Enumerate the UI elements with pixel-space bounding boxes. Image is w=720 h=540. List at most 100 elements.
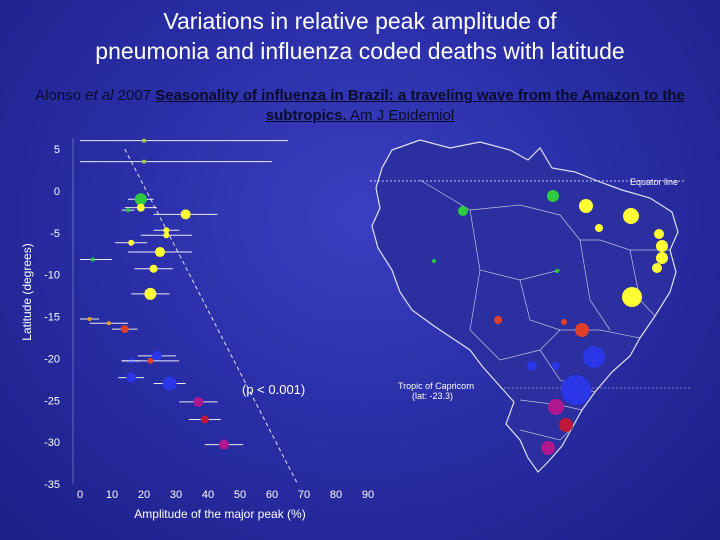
map-dot	[656, 240, 668, 252]
map-dot	[559, 418, 573, 432]
citation-authors: Alonso	[35, 87, 86, 104]
data-point	[115, 239, 148, 246]
y-tick-label: -5	[50, 228, 60, 240]
data-point	[118, 372, 144, 383]
data-point	[134, 264, 173, 273]
p-value-annotation: (p < 0.001)	[242, 382, 305, 397]
x-tick-label: 20	[138, 489, 150, 501]
x-tick-label: 90	[362, 489, 374, 501]
data-point	[128, 193, 154, 206]
data-point	[121, 357, 180, 364]
map-tropic-lat: (lat: -23.3)	[412, 391, 453, 401]
data-point	[188, 415, 221, 424]
data-point	[140, 232, 192, 239]
citation-etal: et al	[85, 87, 114, 104]
map-dot	[432, 259, 436, 263]
point-marker	[193, 396, 204, 407]
map-dot	[541, 441, 555, 455]
map-dot	[623, 208, 639, 224]
map-dot	[595, 224, 603, 232]
map-dot	[656, 252, 668, 264]
data-point	[137, 350, 176, 361]
map-dot	[561, 319, 567, 325]
x-tick-labels: 0 10 20 30 40 50 60 70 80 90	[77, 489, 374, 501]
point-marker	[147, 357, 154, 364]
y-tick-label: -20	[44, 353, 60, 365]
map-dot	[579, 199, 593, 213]
point-marker	[163, 232, 170, 239]
data-point	[89, 321, 128, 326]
x-tick-label: 10	[106, 489, 118, 501]
y-tick-label: 0	[54, 186, 60, 198]
map-equator-label: Equator line	[630, 177, 678, 187]
map-dot	[494, 316, 502, 324]
data-point	[112, 325, 138, 334]
x-tick-label: 40	[202, 489, 214, 501]
chart-title: Variations in relative peak amplitude of…	[0, 6, 720, 66]
point-marker	[219, 439, 229, 450]
data-point	[179, 396, 218, 407]
map-dot	[547, 190, 559, 202]
data-point	[124, 203, 157, 212]
point-marker	[87, 317, 92, 322]
point-marker	[200, 415, 209, 424]
data-point	[204, 439, 244, 450]
x-tick-label: 60	[266, 489, 278, 501]
data-points	[80, 138, 288, 450]
point-marker	[144, 287, 157, 300]
y-tick-label: -25	[44, 395, 60, 407]
point-marker	[136, 203, 145, 212]
point-marker	[151, 350, 162, 361]
point-marker	[180, 209, 191, 220]
data-point	[153, 376, 186, 391]
point-marker	[142, 159, 146, 164]
map-dot	[458, 206, 468, 216]
map-dot	[548, 399, 564, 415]
data-point	[80, 159, 272, 164]
title-line-2: pneumonia and influenza coded deaths wit…	[95, 38, 625, 64]
y-tick-label: -10	[44, 270, 60, 282]
data-point	[80, 317, 100, 322]
map-dot	[527, 361, 537, 371]
data-point	[128, 247, 192, 258]
x-tick-label: 80	[330, 489, 342, 501]
citation-article-link[interactable]: Seasonality of influenza in Brazil: a tr…	[155, 87, 685, 124]
y-tick-label: -15	[44, 312, 60, 324]
data-point	[153, 227, 180, 234]
x-tick-label: 0	[77, 489, 83, 501]
point-marker	[163, 227, 170, 234]
map-dot	[552, 362, 560, 370]
citation-journal-link[interactable]: Am J Epidemiol	[346, 107, 455, 124]
point-marker	[90, 257, 95, 262]
citation-year: 2007	[113, 87, 156, 104]
citation: Alonso et al 2007 Seasonality of influen…	[20, 86, 700, 126]
data-point	[153, 209, 218, 220]
y-tick-label: -30	[44, 437, 60, 449]
point-marker	[128, 239, 135, 246]
point-marker	[149, 264, 158, 273]
point-marker	[120, 325, 129, 334]
map-dot	[622, 287, 642, 307]
point-marker	[106, 321, 111, 326]
point-marker	[155, 247, 165, 258]
x-axis-label: Amplitude of the major peak (%)	[134, 507, 305, 521]
data-point	[80, 138, 288, 143]
y-tick-label: -35	[44, 479, 60, 491]
data-point	[131, 287, 170, 300]
map-dot	[583, 346, 605, 368]
map-dot	[555, 269, 559, 273]
x-tick-label: 30	[170, 489, 182, 501]
data-point	[121, 208, 135, 213]
map-dot	[654, 229, 664, 239]
data-point	[80, 257, 112, 262]
map-dot	[652, 263, 662, 273]
point-marker	[126, 372, 137, 383]
title-line-1: Variations in relative peak amplitude of	[163, 8, 557, 34]
map-dot	[561, 375, 591, 405]
point-marker	[126, 208, 130, 213]
x-tick-label: 50	[234, 489, 246, 501]
point-marker	[134, 193, 147, 206]
map-tropic-label: Tropic of Capricorn	[398, 381, 474, 391]
y-tick-label: 5	[54, 144, 60, 156]
